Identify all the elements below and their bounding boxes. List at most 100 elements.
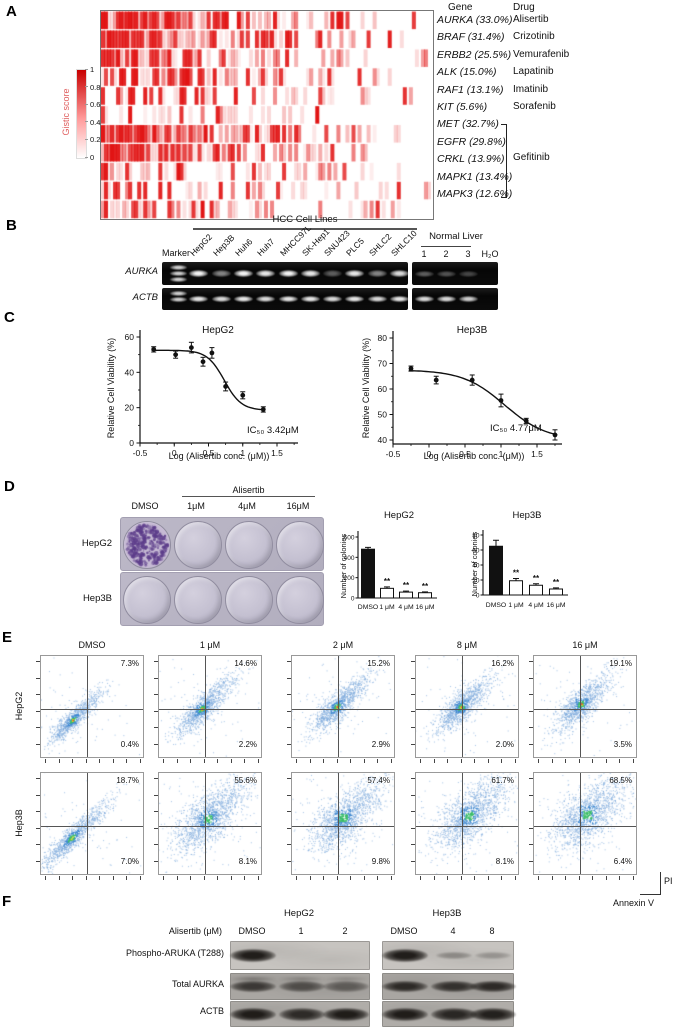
significance-stars: ** xyxy=(533,574,540,583)
x-tick-label: -0.5 xyxy=(386,449,401,459)
blot-lane-label: DMSO xyxy=(390,926,418,936)
culture-well xyxy=(225,576,273,624)
bar-y-tick-label: 400 xyxy=(344,555,355,562)
flow-x-tick xyxy=(619,759,620,763)
flow-x-tick xyxy=(592,876,593,880)
blot-band xyxy=(470,1007,516,1021)
flow-x-tick xyxy=(45,876,46,880)
flow-x-tick xyxy=(58,759,60,763)
gel-band xyxy=(458,270,478,277)
quadrant-line-vertical xyxy=(580,773,581,874)
bar-x-label: 4 μM xyxy=(528,602,544,609)
bar-y-tick-label: 20 xyxy=(472,578,480,585)
gel-band xyxy=(344,295,364,303)
hcc-cell-lines-overline xyxy=(193,228,417,230)
flow-x-tick xyxy=(377,876,378,880)
flow-plot: 18.7% 7.0% xyxy=(36,772,144,880)
bar-x-label: 1 μM xyxy=(508,602,524,609)
culture-well xyxy=(174,576,222,624)
gel-band xyxy=(188,295,208,303)
flow-plot: 68.5% 6.4% xyxy=(529,772,637,880)
gel-band xyxy=(169,265,187,270)
significance-stars: ** xyxy=(513,569,520,578)
gene-label: RAF1 (13.1%) xyxy=(437,83,504,96)
axes xyxy=(139,330,298,444)
x-tick-label: 1 xyxy=(499,449,504,459)
stained-colonies xyxy=(124,522,170,568)
flow-x-tick xyxy=(72,876,73,880)
flow-y-tick xyxy=(411,710,415,712)
gel-band xyxy=(458,296,478,302)
flow-x-tick xyxy=(538,876,539,880)
flow-scatter-canvas xyxy=(41,656,143,757)
flow-x-tick xyxy=(433,876,435,880)
panel-d-label: D xyxy=(4,478,15,495)
y-tick-label: 40 xyxy=(378,435,388,445)
pi-axis-line xyxy=(660,872,661,894)
data-point xyxy=(523,418,529,424)
flow-plot: 15.2% 2.9% xyxy=(287,655,395,763)
blot-strip xyxy=(230,1001,370,1027)
flow-y-tick xyxy=(529,661,533,662)
flow-y-tick xyxy=(36,811,40,812)
significance-stars: ** xyxy=(422,582,429,591)
flow-x-tick xyxy=(190,759,191,763)
y-tick-label: 80 xyxy=(378,333,388,343)
data-point xyxy=(498,398,504,403)
flow-y-tick xyxy=(529,743,533,745)
flow-y-tick xyxy=(36,743,40,745)
flow-x-tick xyxy=(112,759,114,763)
flow-x-tick xyxy=(45,759,46,763)
data-point xyxy=(433,377,439,383)
flow-x-tick xyxy=(336,759,338,763)
flow-y-tick xyxy=(411,727,415,728)
drug-label: Alisertib xyxy=(513,14,549,25)
significance-stars: ** xyxy=(384,577,391,586)
flow-y-tick xyxy=(36,827,40,829)
flow-y-tick xyxy=(36,794,40,796)
x-tick-label: 0 xyxy=(427,449,432,459)
x-tick-label: 1.5 xyxy=(271,448,283,458)
x-tick-label: 0.5 xyxy=(203,448,215,458)
normal-liver-lane-label: 3 xyxy=(465,249,471,259)
flow-y-tick xyxy=(36,661,40,662)
bar xyxy=(380,587,394,599)
flow-y-tick xyxy=(411,661,415,662)
blot-lane-label: DMSO xyxy=(238,926,266,936)
blot-band xyxy=(323,1007,369,1021)
flow-row-title: HepG2 xyxy=(14,691,24,721)
flow-y-tick xyxy=(36,860,40,862)
gel-band xyxy=(344,270,364,277)
flow-y-tick xyxy=(287,694,291,695)
flow-x-tick xyxy=(390,876,392,880)
panel-f-label: F xyxy=(2,893,12,910)
flow-y-tick xyxy=(287,860,291,862)
flow-y-tick xyxy=(154,860,158,862)
blot-band xyxy=(431,1007,477,1021)
lower-right-percentage: 2.0% xyxy=(495,740,514,749)
y-tick-label: 50 xyxy=(378,410,388,420)
colorbar-tick-mark xyxy=(85,103,88,105)
drug-column-header: Drug xyxy=(513,2,535,13)
y-axis-label: Relative Cell Viability (%) xyxy=(361,338,371,438)
flow-y-tick xyxy=(529,860,533,862)
flow-y-tick xyxy=(411,677,415,679)
fit-curve xyxy=(408,369,558,436)
gene-column-header: Gene xyxy=(448,2,473,13)
annexin-axis-label: Annexin V xyxy=(612,898,654,908)
gel-band xyxy=(389,295,409,303)
colorbar-tick-label: 0.8 xyxy=(90,82,101,92)
fit-curve xyxy=(151,349,266,411)
blot-band xyxy=(323,981,369,992)
flow-x-tick xyxy=(447,876,448,880)
y-tick-label: 70 xyxy=(378,359,388,369)
blot-strip xyxy=(230,941,370,970)
flow-y-tick xyxy=(411,860,415,862)
flow-plot: 16.2% 2.0% xyxy=(411,655,519,763)
flow-y-tick xyxy=(287,844,291,845)
flow-y-tick xyxy=(529,844,533,845)
flow-x-tick xyxy=(99,759,100,763)
bar-x-label: DMSO xyxy=(486,602,506,609)
x-tick-label: -0.5 xyxy=(133,448,148,458)
